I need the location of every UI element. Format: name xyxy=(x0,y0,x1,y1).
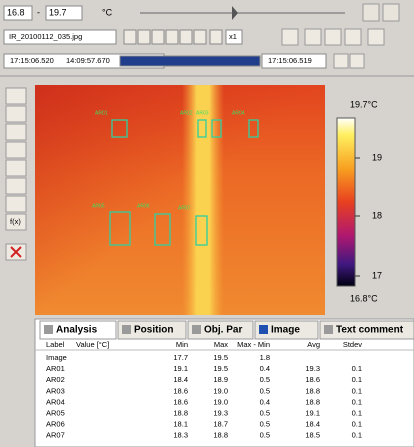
table-cell: 0.5 xyxy=(260,420,270,429)
app-window: 16.8 - 19.7 °C IR_20100112_035.jpg x1 17… xyxy=(0,0,414,447)
table-cell: 18.5 xyxy=(305,431,320,440)
table-cell: 18.8 xyxy=(173,408,188,417)
tab[interactable]: Image xyxy=(255,321,318,339)
button[interactable] xyxy=(334,54,348,68)
table-cell: 0.4 xyxy=(260,397,270,406)
zoom: x1 xyxy=(229,32,237,41)
range-max: 19.7 xyxy=(49,7,67,17)
column-header: Min xyxy=(176,340,188,349)
table-cell: 17.7 xyxy=(173,353,188,362)
table-cell: 18.4 xyxy=(173,375,188,384)
roi-label: AR01 xyxy=(95,110,108,116)
tab[interactable]: Position xyxy=(118,321,186,339)
table-cell: 0.1 xyxy=(352,420,362,429)
table-cell: 18.7 xyxy=(213,420,228,429)
file-name: IR_20100112_035.jpg xyxy=(9,32,82,41)
roi-label: AR03 xyxy=(196,110,209,116)
table-cell: AR05 xyxy=(46,408,65,417)
roi-label: AR07 xyxy=(178,205,191,211)
colorbar-min: 16.8°C xyxy=(350,293,378,303)
table-cell: 19.0 xyxy=(213,386,228,395)
roi-label: AR05 xyxy=(92,203,105,209)
progress-bar[interactable] xyxy=(120,56,260,66)
table-cell: 18.4 xyxy=(305,420,320,429)
table-cell: 19.5 xyxy=(213,364,228,373)
tab-label: Position xyxy=(134,325,173,336)
table-cell: 0.1 xyxy=(352,431,362,440)
button[interactable] xyxy=(363,4,379,21)
roi-label: AR06 xyxy=(137,203,150,209)
tab-label: Analysis xyxy=(56,325,98,336)
time-start: 14:09:57.670 xyxy=(66,56,110,65)
button[interactable] xyxy=(350,54,364,68)
table-cell: 18.9 xyxy=(213,375,228,384)
table-cell: AR03 xyxy=(46,386,65,395)
table-cell: AR02 xyxy=(46,375,65,384)
roi-label: AR02 xyxy=(180,110,193,116)
table-cell: 0.1 xyxy=(352,375,362,384)
colorbar-label: 18 xyxy=(372,210,382,220)
thermal-image xyxy=(35,85,325,315)
tab-icon xyxy=(44,325,53,334)
tab-icon xyxy=(259,325,268,334)
range-separator: - xyxy=(37,7,40,17)
table-cell: 0.5 xyxy=(260,375,270,384)
time-current: 17:15:06.520 xyxy=(10,56,54,65)
colorbar-label: 19 xyxy=(372,152,382,162)
table-cell: 0.5 xyxy=(260,386,270,395)
function-tool: f(x) xyxy=(10,217,21,226)
table-cell: 0.4 xyxy=(260,364,270,373)
table-cell: 0.1 xyxy=(352,386,362,395)
tab-label: Text comment xyxy=(336,325,404,336)
tab[interactable]: Text comment xyxy=(320,321,414,339)
tool-buttons[interactable] xyxy=(282,29,384,45)
tab[interactable]: Analysis xyxy=(40,321,116,339)
table-cell: 19.5 xyxy=(213,353,228,362)
table-cell: 18.6 xyxy=(173,397,188,406)
range-min: 16.8 xyxy=(7,7,25,17)
colorbar xyxy=(337,118,355,286)
table-cell: 18.6 xyxy=(173,386,188,395)
table-cell: 18.3 xyxy=(173,431,188,440)
column-header: Max xyxy=(214,340,228,349)
column-header: Value [°C] xyxy=(76,340,109,349)
column-header: Max - Min xyxy=(237,340,270,349)
table-cell: 19.0 xyxy=(213,397,228,406)
time-end: 17:15:06.519 xyxy=(268,56,312,65)
roi-label: AR04 xyxy=(232,110,245,116)
table-cell: 0.5 xyxy=(260,408,270,417)
table-cell: 19.3 xyxy=(305,364,320,373)
table-cell: 18.8 xyxy=(213,431,228,440)
table-cell: AR07 xyxy=(46,431,65,440)
table-cell: 0.1 xyxy=(352,364,362,373)
table-cell: 0.1 xyxy=(352,408,362,417)
table-cell: AR04 xyxy=(46,397,65,406)
unit: °C xyxy=(102,7,113,17)
tab-label: Image xyxy=(271,325,300,336)
table-cell: AR01 xyxy=(46,364,65,373)
table-cell: 18.8 xyxy=(305,386,320,395)
colorbar-label: 17 xyxy=(372,270,382,280)
column-header: Stdev xyxy=(343,340,362,349)
tab-icon xyxy=(192,325,201,334)
table-cell: 0.1 xyxy=(352,397,362,406)
table-cell: 0.5 xyxy=(260,431,270,440)
table-cell: 18.8 xyxy=(305,397,320,406)
table-cell: 19.3 xyxy=(213,408,228,417)
table-cell: 19.1 xyxy=(173,364,188,373)
tab[interactable]: Obj. Par xyxy=(188,321,253,339)
button[interactable] xyxy=(383,4,399,21)
table-cell: 19.1 xyxy=(305,408,320,417)
colorbar-max: 19.7°C xyxy=(350,99,378,109)
column-header: Avg xyxy=(307,340,320,349)
table-cell: Image xyxy=(46,353,67,362)
tab-icon xyxy=(324,325,333,334)
tab-icon xyxy=(122,325,131,334)
table-cell: 1.8 xyxy=(260,353,270,362)
column-header: Label xyxy=(46,340,65,349)
table-cell: 18.6 xyxy=(305,375,320,384)
table-cell: AR06 xyxy=(46,420,65,429)
table-cell: 18.1 xyxy=(173,420,188,429)
tab-label: Obj. Par xyxy=(204,325,242,336)
